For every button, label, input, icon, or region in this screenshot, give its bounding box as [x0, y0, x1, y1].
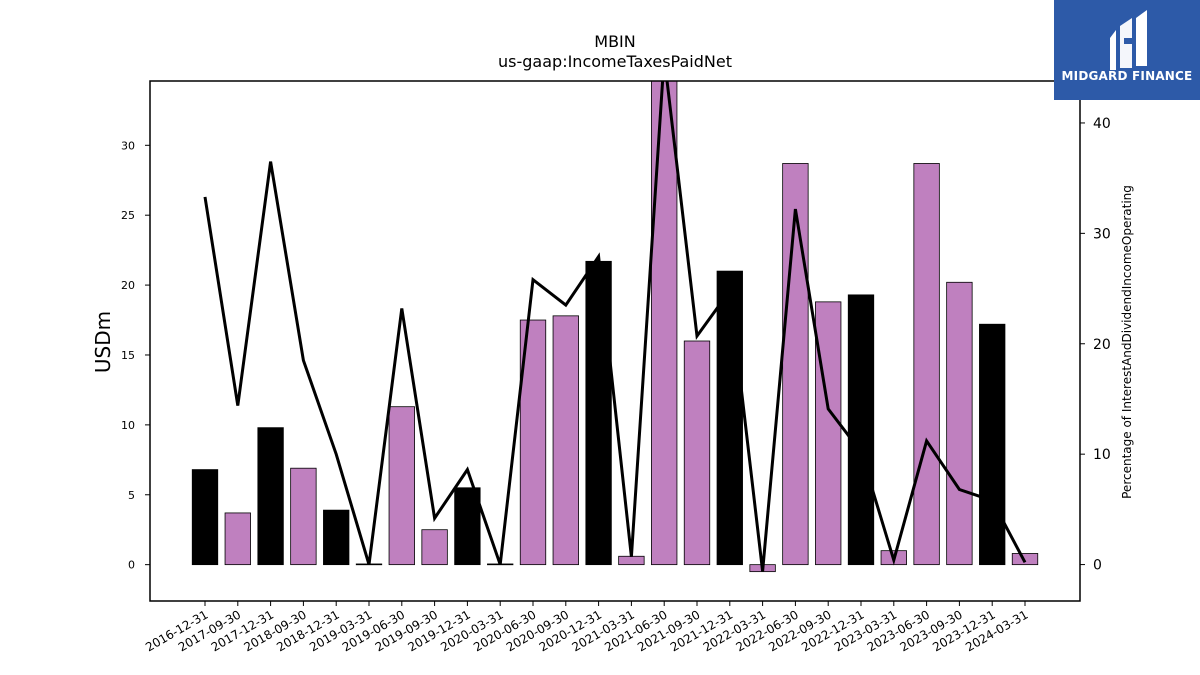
- y2-tick-label: 30: [1093, 226, 1111, 242]
- bar-2022-12-31: [847, 294, 875, 566]
- y2-tick-label: 40: [1093, 116, 1111, 132]
- chart-title: MBIN: [594, 32, 636, 51]
- bar-2023-12-31: [979, 323, 1006, 566]
- right-axis: 0 10 20 30 40: [1080, 116, 1111, 574]
- bar-2021-06-30: [651, 81, 678, 566]
- y-tick-label: 0: [128, 559, 135, 572]
- bar-2023-06-30: [913, 163, 940, 566]
- bar-2020-12-31: [585, 260, 612, 566]
- bar-2023-09-30: [946, 281, 973, 566]
- bar-2024-03-31: [1011, 553, 1039, 566]
- y-tick-label: 5: [128, 489, 135, 502]
- series-line: [203, 81, 1027, 572]
- bar-2022-06-30: [782, 163, 809, 566]
- y2-tick-label: 0: [1093, 558, 1102, 574]
- bar-2021-03-31: [618, 555, 645, 566]
- bar-2018-12-31: [323, 509, 350, 566]
- bar-2016-12-31: [191, 469, 219, 566]
- bar-2017-09-30: [224, 512, 251, 566]
- bar-2017-12-31: [257, 427, 284, 566]
- line-series: [203, 81, 1027, 572]
- bar-2019-12-31: [454, 487, 481, 566]
- midgard-logo-icon: [1110, 10, 1147, 70]
- y-tick-label: 25: [121, 209, 135, 222]
- logo-text: MIDGARD FINANCE: [1061, 69, 1193, 83]
- bar-2021-12-31: [716, 270, 743, 566]
- brand-logo: MIDGARD FINANCE: [1054, 0, 1200, 100]
- plot-frame: [149, 80, 1081, 602]
- bar-2021-09-30: [683, 340, 711, 566]
- y-tick-label: 15: [121, 349, 135, 362]
- y2-tick-label: 10: [1093, 447, 1111, 463]
- bar-series: [191, 81, 1039, 573]
- y2-axis-label: Percentage of InterestAndDividendIncomeO…: [1120, 185, 1134, 499]
- bar-2018-09-30: [290, 467, 317, 566]
- chart-subtitle: us-gaap:IncomeTaxesPaidNet: [498, 52, 732, 71]
- y-tick-label: 10: [121, 419, 135, 432]
- y-tick-label: 30: [121, 139, 135, 152]
- y-tick-label: 20: [121, 279, 135, 292]
- bar-2020-06-30: [519, 319, 547, 566]
- y-axis-label: USDm: [91, 311, 115, 373]
- left-axis: 0 5 10 15 20 25 30: [121, 139, 150, 572]
- bar-2020-09-30: [552, 315, 579, 566]
- bar-2019-09-30: [421, 529, 448, 566]
- y2-tick-label: 20: [1093, 337, 1111, 353]
- x-axis: 2016-12-312017-09-302017-12-312018-09-30…: [143, 601, 1031, 654]
- bar-2019-06-30: [388, 406, 415, 566]
- bar-2022-09-30: [815, 301, 842, 566]
